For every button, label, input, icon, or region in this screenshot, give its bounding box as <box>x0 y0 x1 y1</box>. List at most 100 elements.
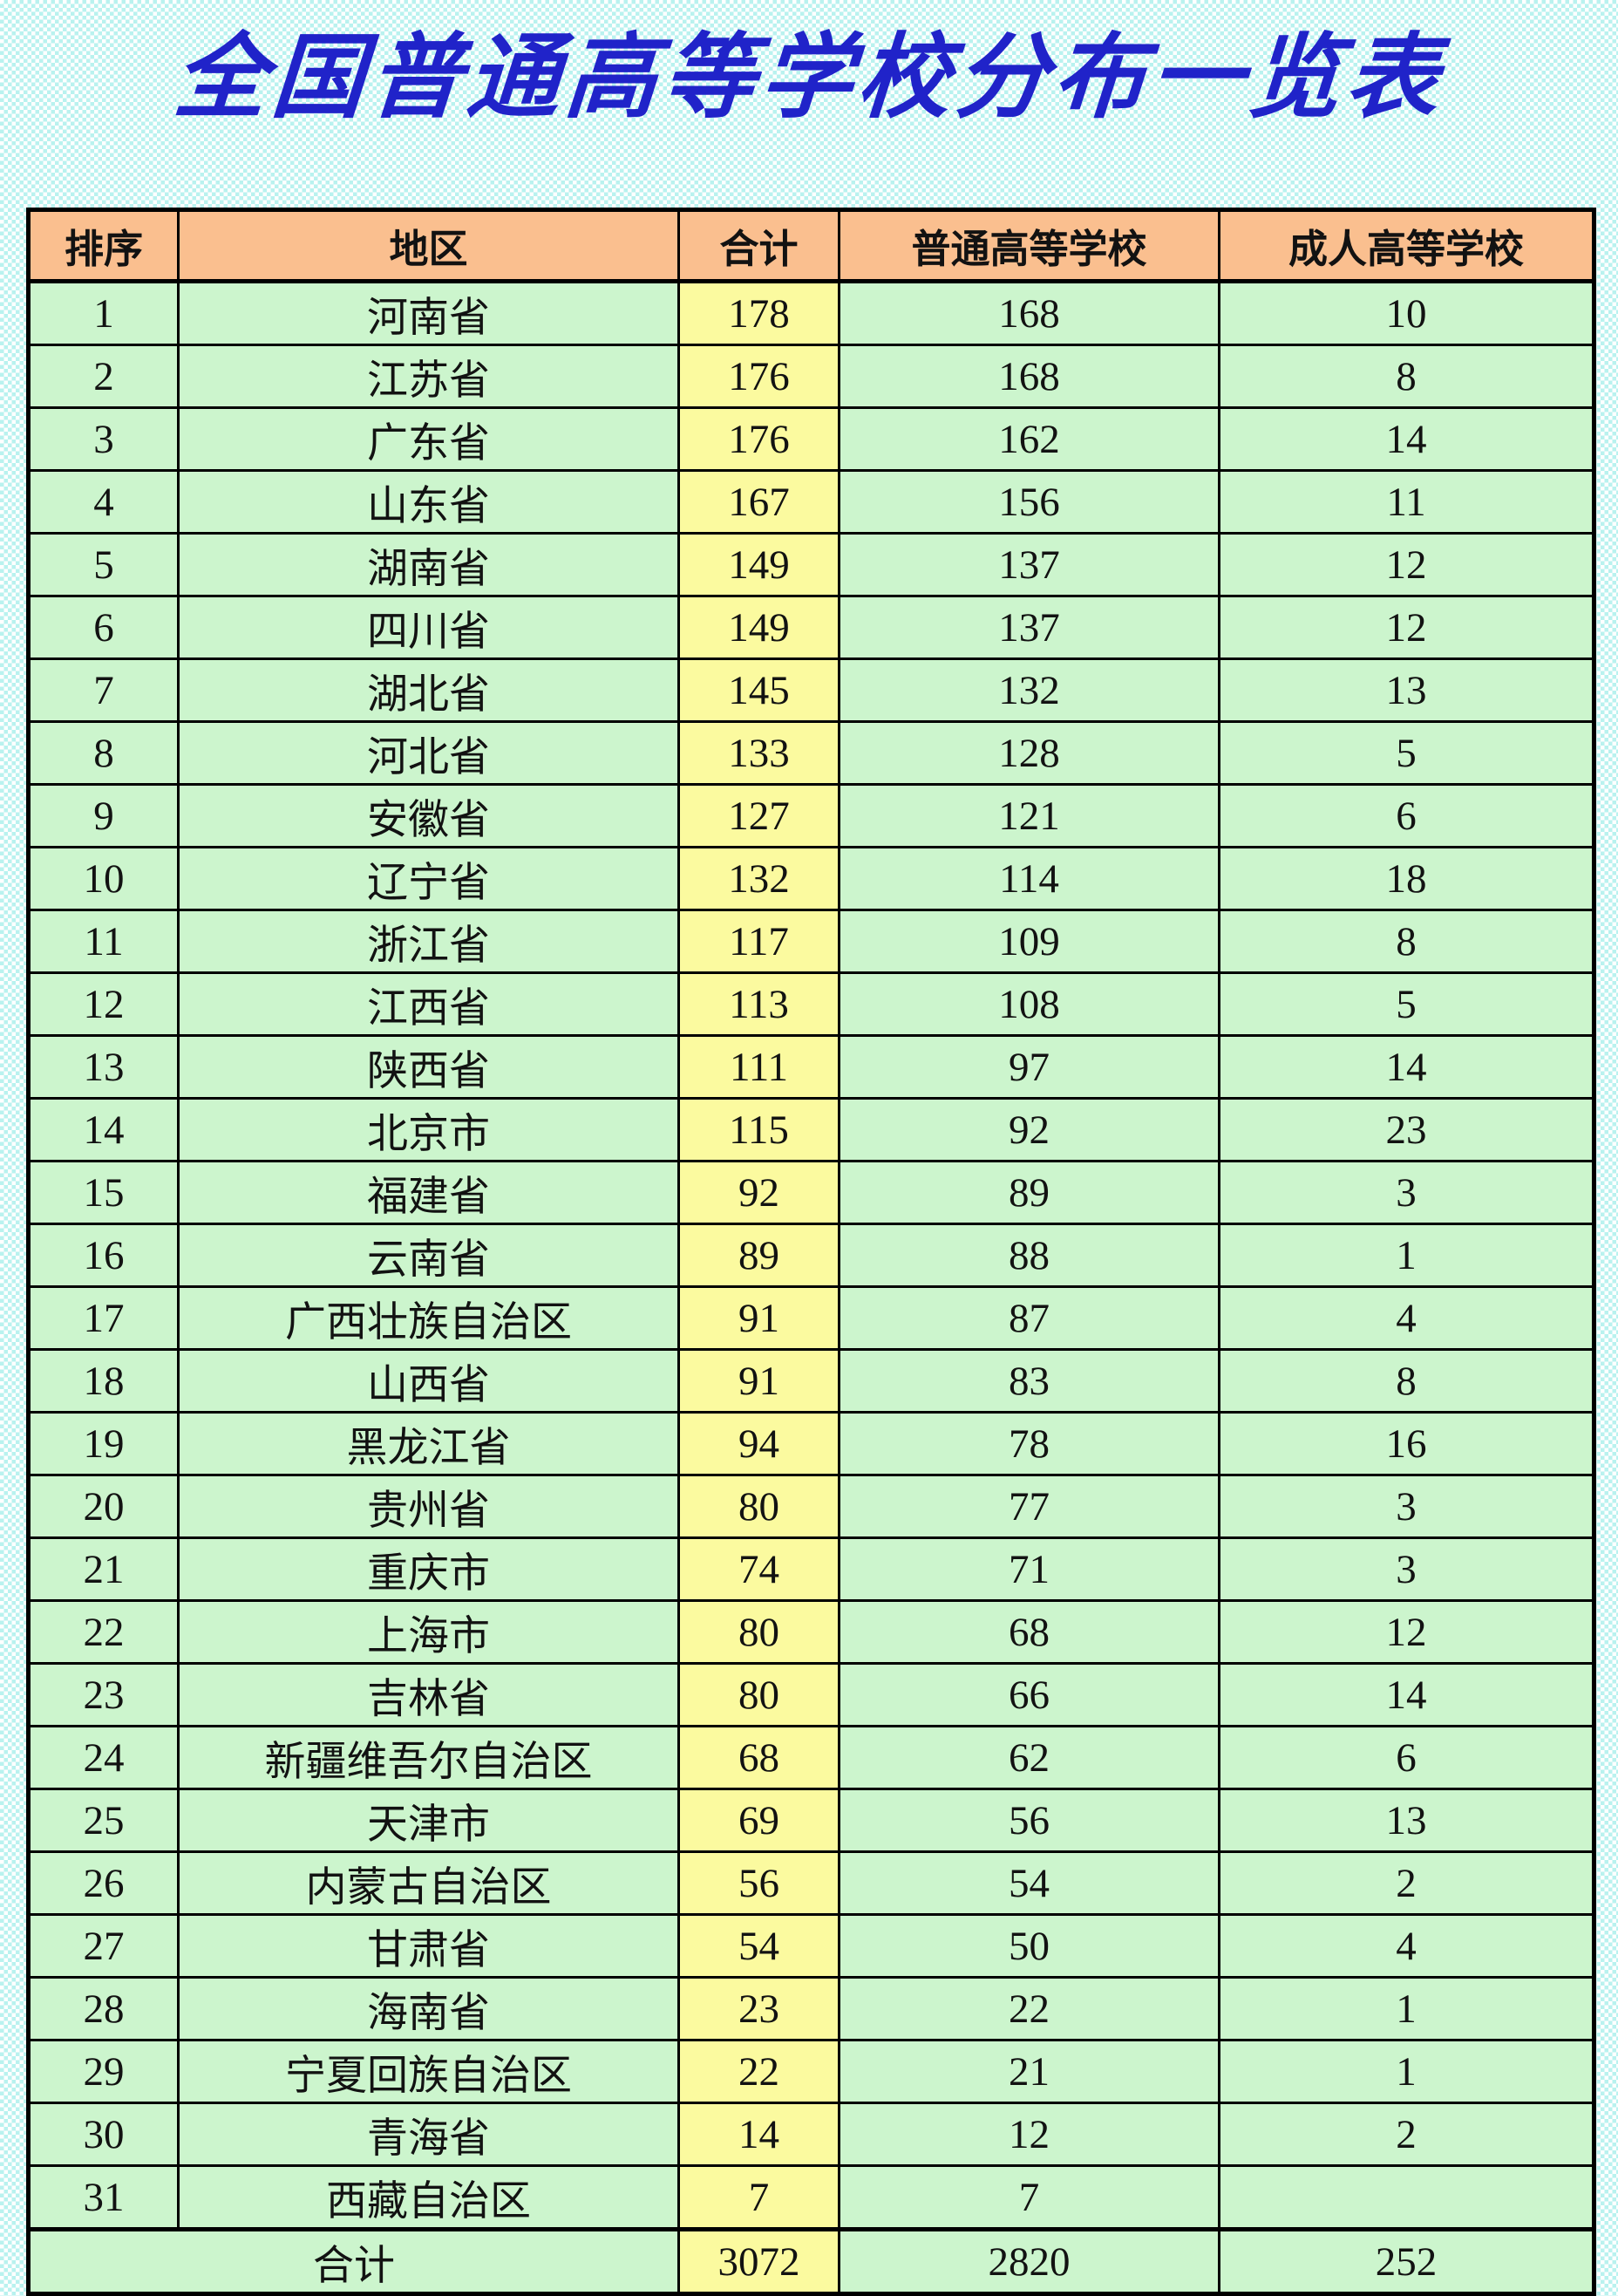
regular-cell: 168 <box>838 280 1220 346</box>
table-row: 20 贵州省 80 77 3 <box>27 1474 1595 1539</box>
rank-cell: 1 <box>27 280 180 346</box>
adult-cell: 8 <box>1218 344 1595 409</box>
total-cell: 149 <box>677 532 840 597</box>
total-cell: 23 <box>677 1976 840 2041</box>
table-row: 10 辽宁省 132 114 18 <box>27 846 1595 911</box>
regular-cell: 77 <box>838 1474 1220 1539</box>
total-row: 合计 3072 2820 252 <box>27 2227 1595 2295</box>
adult-cell: 13 <box>1218 657 1595 723</box>
total-cell: 133 <box>677 720 840 786</box>
rank-cell: 29 <box>27 2039 180 2104</box>
table-row: 2 江苏省 176 168 8 <box>27 344 1595 409</box>
total-cell: 115 <box>677 1097 840 1162</box>
rank-cell: 17 <box>27 1285 180 1351</box>
total-cell: 74 <box>677 1536 840 1602</box>
column-header-rank: 排序 <box>27 208 180 283</box>
region-cell: 江西省 <box>177 971 680 1037</box>
header-row: 排序 地区 合计 普通高等学校 成人高等学校 <box>27 208 1595 283</box>
region-cell: 辽宁省 <box>177 846 680 911</box>
regular-cell: 50 <box>838 1913 1220 1979</box>
adult-cell: 14 <box>1218 1662 1595 1727</box>
total-cell: 132 <box>677 846 840 911</box>
table-body: 1 河南省 178 168 10 2 江苏省 176 168 8 3 广东省 176 162 14 4 山东省 1… <box>27 280 1595 2231</box>
total-cell: 117 <box>677 909 840 974</box>
total-cell: 149 <box>677 595 840 660</box>
region-cell: 广东省 <box>177 406 680 472</box>
region-cell: 青海省 <box>177 2102 680 2167</box>
rank-cell: 3 <box>27 406 180 472</box>
total-cell: 89 <box>677 1223 840 1288</box>
column-header-adult-schools: 成人高等学校 <box>1218 208 1595 283</box>
rank-cell: 4 <box>27 469 180 535</box>
adult-cell: 3 <box>1218 1474 1595 1539</box>
region-cell: 吉林省 <box>177 1662 680 1727</box>
total-cell: 80 <box>677 1599 840 1665</box>
region-cell: 重庆市 <box>177 1536 680 1602</box>
rank-cell: 21 <box>27 1536 180 1602</box>
regular-cell: 156 <box>838 469 1220 535</box>
adult-cell: 2 <box>1218 1850 1595 1916</box>
table-row: 19 黑龙江省 94 78 16 <box>27 1411 1595 1476</box>
rank-cell: 26 <box>27 1850 180 1916</box>
table-row: 16 云南省 89 88 1 <box>27 1223 1595 1288</box>
table-row: 23 吉林省 80 66 14 <box>27 1662 1595 1727</box>
table-row: 30 青海省 14 12 2 <box>27 2102 1595 2167</box>
region-cell: 宁夏回族自治区 <box>177 2039 680 2104</box>
table-row: 5 湖南省 149 137 12 <box>27 532 1595 597</box>
regular-cell: 71 <box>838 1536 1220 1602</box>
column-header-region: 地区 <box>177 208 680 283</box>
region-cell: 江苏省 <box>177 344 680 409</box>
adult-cell <box>1218 2164 1595 2231</box>
rank-cell: 9 <box>27 783 180 848</box>
regular-cell: 114 <box>838 846 1220 911</box>
rank-cell: 15 <box>27 1160 180 1225</box>
table-row: 18 山西省 91 83 8 <box>27 1348 1595 1414</box>
adult-cell: 3 <box>1218 1536 1595 1602</box>
total-cell: 68 <box>677 1725 840 1790</box>
total-cell: 69 <box>677 1788 840 1853</box>
table-row: 28 海南省 23 22 1 <box>27 1976 1595 2041</box>
table-row: 31 西藏自治区 7 7 <box>27 2164 1595 2231</box>
adult-cell: 18 <box>1218 846 1595 911</box>
region-cell: 四川省 <box>177 595 680 660</box>
table-row: 12 江西省 113 108 5 <box>27 971 1595 1037</box>
rank-cell: 20 <box>27 1474 180 1539</box>
table-row: 17 广西壮族自治区 91 87 4 <box>27 1285 1595 1351</box>
adult-cell: 1 <box>1218 1976 1595 2041</box>
adult-cell: 12 <box>1218 595 1595 660</box>
regular-cell: 97 <box>838 1034 1220 1100</box>
regular-cell: 68 <box>838 1599 1220 1665</box>
regular-cell: 21 <box>838 2039 1220 2104</box>
column-header-regular-schools: 普通高等学校 <box>838 208 1220 283</box>
table-row: 21 重庆市 74 71 3 <box>27 1536 1595 1602</box>
adult-cell: 8 <box>1218 909 1595 974</box>
adult-cell: 5 <box>1218 720 1595 786</box>
regular-cell: 88 <box>838 1223 1220 1288</box>
regular-cell: 87 <box>838 1285 1220 1351</box>
adult-cell: 23 <box>1218 1097 1595 1162</box>
regular-cell: 108 <box>838 971 1220 1037</box>
total-cell: 91 <box>677 1285 840 1351</box>
adult-cell: 2 <box>1218 2102 1595 2167</box>
region-cell: 新疆维吾尔自治区 <box>177 1725 680 1790</box>
adult-cell: 4 <box>1218 1913 1595 1979</box>
table-row: 1 河南省 178 168 10 <box>27 280 1595 346</box>
table-row: 27 甘肃省 54 50 4 <box>27 1913 1595 1979</box>
total-cell: 91 <box>677 1348 840 1414</box>
regular-cell: 22 <box>838 1976 1220 2041</box>
regular-cell: 83 <box>838 1348 1220 1414</box>
adult-cell: 14 <box>1218 406 1595 472</box>
total-cell: 178 <box>677 280 840 346</box>
page: 全国普通高等学校分布一览表 排序 地区 合计 普通高等学校 成人高等学校 1 河南省 178… <box>26 27 1596 2296</box>
table-header: 排序 地区 合计 普通高等学校 成人高等学校 <box>27 208 1595 283</box>
region-cell: 福建省 <box>177 1160 680 1225</box>
total-label-cell: 合计 <box>27 2227 680 2295</box>
total-cell: 167 <box>677 469 840 535</box>
region-cell: 内蒙古自治区 <box>177 1850 680 1916</box>
region-cell: 河北省 <box>177 720 680 786</box>
adult-cell: 14 <box>1218 1034 1595 1100</box>
region-cell: 广西壮族自治区 <box>177 1285 680 1351</box>
adult-cell: 1 <box>1218 2039 1595 2104</box>
regular-cell: 54 <box>838 1850 1220 1916</box>
region-cell: 北京市 <box>177 1097 680 1162</box>
